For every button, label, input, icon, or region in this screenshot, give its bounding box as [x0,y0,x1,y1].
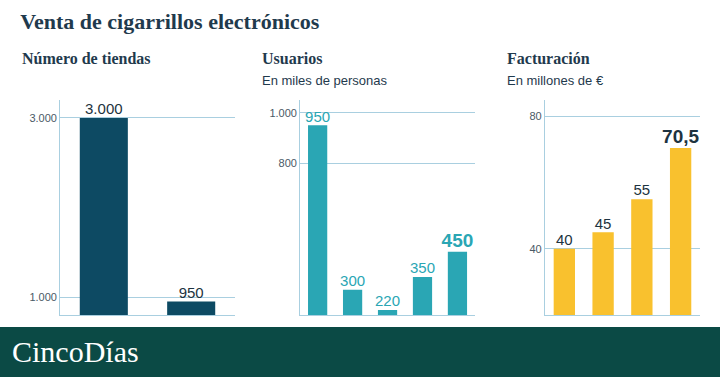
svg-text:80: 80 [530,110,542,122]
svg-text:950: 950 [179,284,204,301]
svg-text:1.000: 1.000 [269,107,297,119]
svg-text:Usuarios: Usuarios [262,50,322,67]
svg-text:45: 45 [595,215,612,232]
svg-text:950: 950 [305,108,330,125]
svg-text:220: 220 [375,292,400,309]
svg-text:40: 40 [530,243,542,255]
svg-text:3.000: 3.000 [29,112,57,124]
svg-text:Número de tiendas: Número de tiendas [22,50,151,67]
html-text:CincoDías: CincoDías [12,335,139,368]
svg-text:3.000: 3.000 [85,100,123,117]
svg-text:70,5: 70,5 [662,126,699,147]
svg-text:300: 300 [340,272,365,289]
svg-text:1.000: 1.000 [29,291,57,303]
svg-text:Venta de cigarrillos electróni: Venta de cigarrillos electrónicos [20,9,320,34]
svg-text:Facturación: Facturación [507,50,590,67]
svg-text:55: 55 [634,181,651,198]
svg-text:40: 40 [556,231,573,248]
svg-text:450: 450 [442,230,474,251]
svg-text:En millones de €: En millones de € [507,73,604,88]
svg-text:350: 350 [410,259,435,276]
svg-text:En miles de personas: En miles de personas [262,73,388,88]
svg-text:800: 800 [279,157,297,169]
